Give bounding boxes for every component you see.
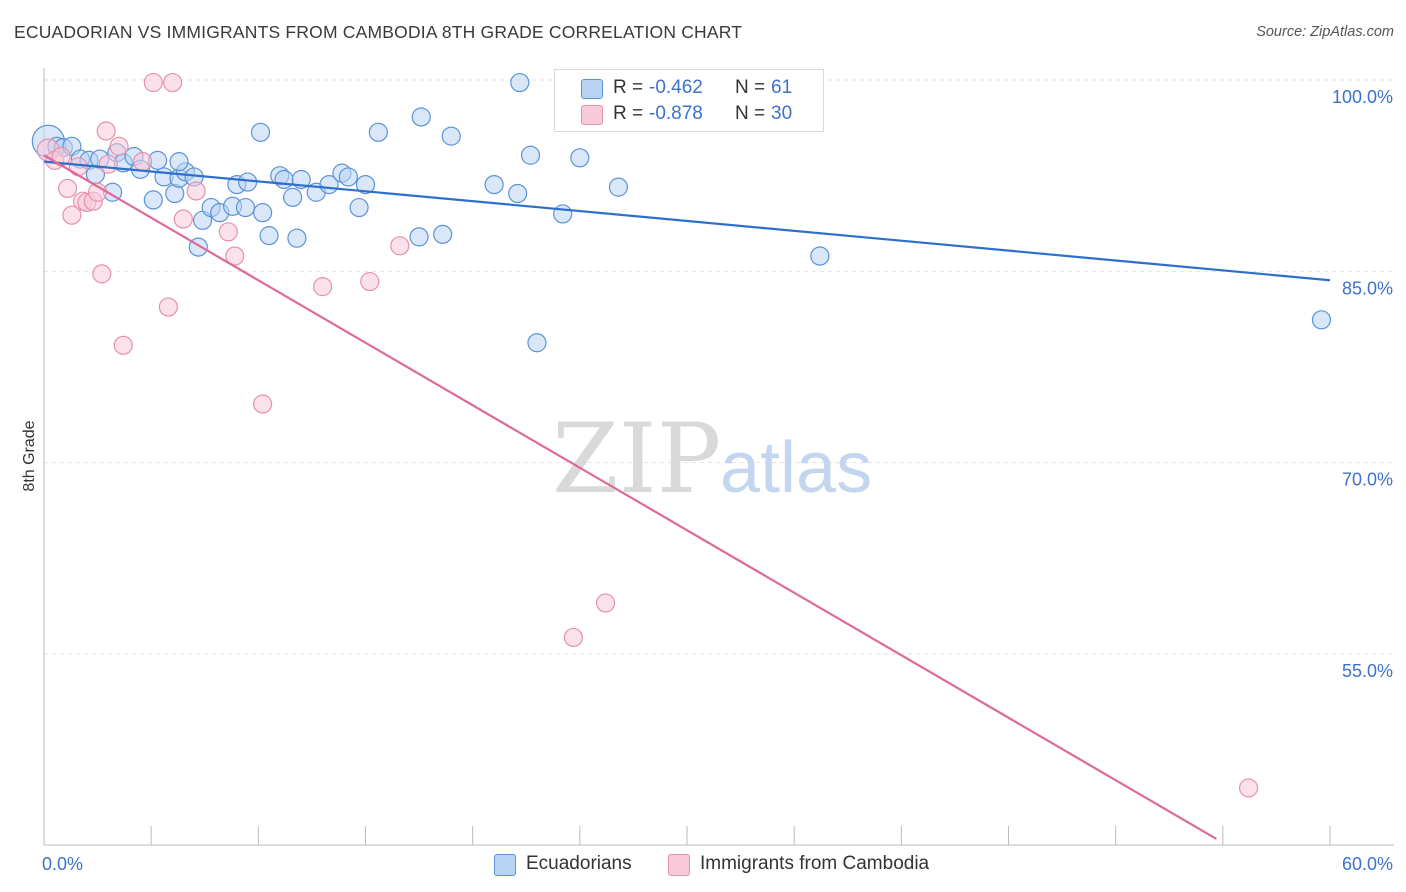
data-point-cambodia (186, 181, 206, 201)
data-point-cambodia (92, 264, 112, 284)
data-point-cambodia (62, 205, 82, 225)
grid-lines (44, 79, 1394, 655)
data-point-ecuadorians (250, 122, 271, 142)
series-legend: Ecuadorians Immigrants from Cambodia (0, 852, 1406, 878)
data-point-ecuadorians (441, 126, 461, 146)
y-tick-label: 100.0% (1332, 87, 1393, 107)
chart-title: ECUADORIAN VS IMMIGRANTS FROM CAMBODIA 8… (14, 22, 743, 42)
data-point-cambodia (218, 222, 238, 242)
data-point-cambodia (360, 271, 380, 292)
data-point-ecuadorians (274, 169, 294, 190)
legend-r-label: R = (613, 77, 644, 98)
data-point-cambodia (1238, 778, 1259, 798)
source-label: Source: ZipAtlas.com (1256, 24, 1394, 40)
data-point-ecuadorians (143, 190, 163, 210)
y-tick-label: 55.0% (1342, 661, 1393, 681)
x-tick-label: 0.0% (42, 854, 83, 874)
x-tick-labels: 0.0% 60.0% (42, 854, 1393, 874)
legend-row-ecuadorians: R = -0.462 N = 61 (555, 75, 823, 101)
data-point-cambodia (173, 209, 193, 229)
legend-swatch-pink (581, 105, 603, 125)
data-point-ecuadorians (510, 72, 530, 93)
watermark-zip: ZIP (552, 403, 721, 515)
x-tick-label: 60.0% (1342, 854, 1393, 874)
data-point-ecuadorians (608, 177, 629, 197)
data-point-cambodia (313, 277, 333, 297)
data-point-cambodia (109, 136, 129, 156)
x-tick-marks (150, 826, 1331, 845)
legend-n-value: 30 (771, 103, 793, 124)
data-point-ecuadorians (338, 167, 358, 187)
series-cambodia (36, 72, 1259, 798)
data-point-ecuadorians (570, 148, 590, 168)
legend-swatch-pink (668, 854, 690, 876)
legend-n-label: N = (735, 77, 766, 98)
data-point-ecuadorians (484, 174, 504, 195)
legend-swatch-blue (581, 79, 603, 99)
data-point-ecuadorians (355, 174, 376, 195)
data-point-ecuadorians (1311, 310, 1332, 330)
trend-lines (43, 154, 1331, 840)
data-point-cambodia (158, 297, 178, 317)
watermark-atlas: atlas (720, 428, 872, 508)
legend-item-label: Ecuadorians (526, 853, 632, 874)
data-point-cambodia (68, 157, 88, 177)
y-tick-label: 85.0% (1342, 278, 1393, 298)
data-point-ecuadorians (368, 122, 388, 142)
data-point-cambodia (563, 627, 584, 648)
y-tick-labels: 100.0% 85.0% 70.0% 55.0% (1332, 87, 1393, 681)
legend-n-label: N = (735, 103, 766, 124)
watermark: ZIP atlas (552, 403, 872, 515)
data-point-ecuadorians (235, 197, 256, 218)
legend-swatch-blue (494, 854, 516, 876)
data-point-cambodia (57, 178, 78, 199)
legend-n-value: 61 (771, 77, 793, 98)
data-point-cambodia (390, 236, 410, 256)
data-point-ecuadorians (259, 226, 279, 246)
legend-r-label: R = (613, 103, 644, 124)
data-point-ecuadorians (508, 183, 528, 204)
data-point-cambodia (132, 152, 153, 172)
data-point-ecuadorians (253, 203, 273, 223)
y-axis-label: 8th Grade (21, 420, 38, 491)
data-point-ecuadorians (433, 224, 453, 244)
axes (43, 68, 1394, 846)
legend-row-cambodia: R = -0.878 N = 30 (555, 101, 823, 127)
data-point-cambodia (163, 72, 183, 93)
trend-line-ecuadorians (43, 160, 1331, 282)
data-point-ecuadorians (169, 152, 189, 172)
trend-line-cambodia (43, 154, 1217, 840)
data-point-ecuadorians (520, 145, 541, 165)
y-tick-label: 70.0% (1342, 470, 1393, 490)
legend-item-label: Immigrants from Cambodia (700, 853, 930, 874)
data-point-ecuadorians (553, 204, 573, 224)
data-point-ecuadorians (527, 333, 547, 353)
data-point-cambodia (253, 394, 273, 414)
data-point-cambodia (143, 72, 163, 93)
legend-r-value: -0.462 (649, 77, 703, 98)
data-point-cambodia (113, 335, 133, 355)
data-point-ecuadorians (287, 228, 307, 248)
data-point-cambodia (225, 246, 245, 266)
data-point-cambodia (96, 121, 116, 141)
stats-legend: R = -0.462 N = 61 R = -0.878 N = 30 (554, 69, 824, 132)
legend-r-value: -0.878 (649, 103, 703, 124)
data-point-ecuadorians (283, 187, 303, 207)
data-point-ecuadorians (411, 107, 431, 127)
data-point-ecuadorians (409, 227, 429, 247)
data-point-cambodia (98, 154, 118, 174)
data-point-cambodia (595, 593, 616, 613)
data-point-ecuadorians (810, 246, 830, 266)
data-point-ecuadorians (349, 197, 369, 218)
